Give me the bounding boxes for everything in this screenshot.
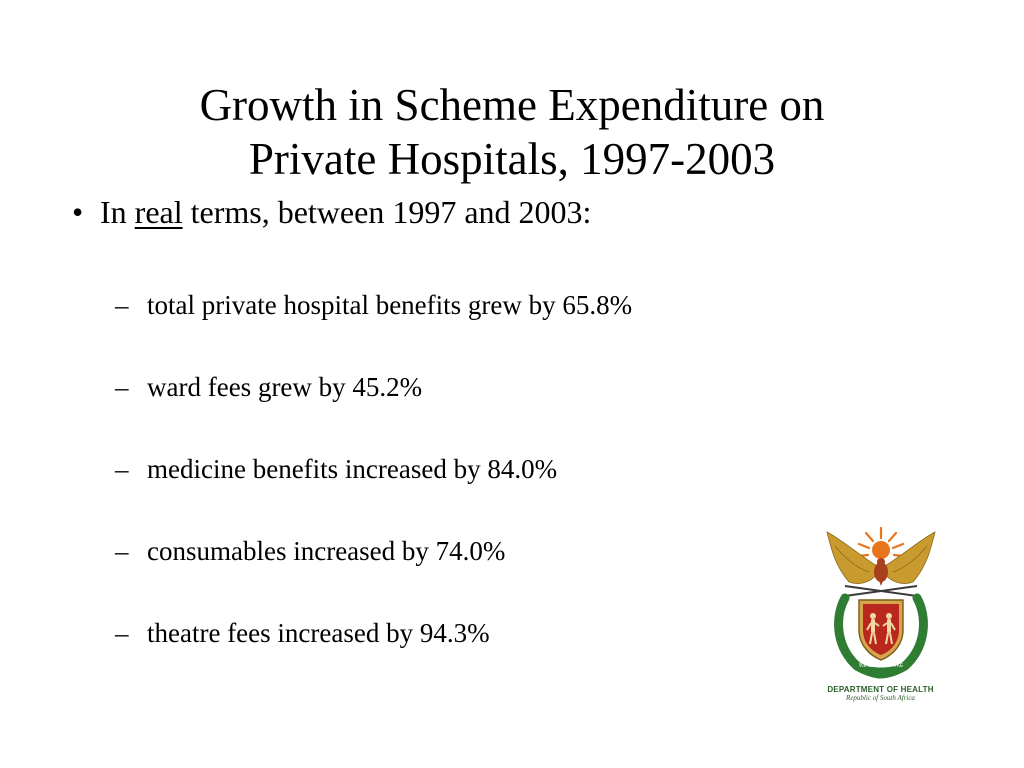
sub-bullet-text: consumables increased by 74.0% [147,536,506,566]
title-line-2: Private Hospitals, 1997-2003 [248,134,776,184]
wings-icon [825,531,936,584]
main-bullet-prefix: In [100,194,135,230]
main-bullet-emphasis: real [134,194,183,230]
slide-title: Growth in Scheme Expenditure on Private … [0,78,1024,186]
shield-icon [857,599,904,661]
department-name: DEPARTMENT OF HEALTH [827,685,934,694]
sub-bullet-item: – theatre fees increased by 94.3% [115,613,632,695]
country-name: Republic of South Africa [846,694,915,702]
dash-marker: – [115,618,129,648]
sub-bullet-text: ward fees grew by 45.2% [147,372,423,402]
dash-marker: – [115,454,129,484]
main-bullet-suffix: terms, between 1997 and 2003: [182,194,592,230]
dash-marker: – [115,536,129,566]
sun-icon [856,526,905,559]
sub-bullet-text: total private hospital benefits grew by … [147,290,633,320]
motto-text: !KE E: /XARRA //KE [858,663,903,669]
dash-marker: – [115,290,129,320]
bullet-marker: • [72,194,84,230]
sub-bullet-item: – ward fees grew by 45.2% [115,367,632,449]
sub-bullet-list: – total private hospital benefits grew by… [115,285,632,695]
sub-bullet-text: medicine benefits increased by 84.0% [147,454,558,484]
sub-bullet-text: theatre fees increased by 94.3% [147,618,490,648]
sub-bullet-item: – consumables increased by 74.0% [115,531,632,613]
motto-banner [846,654,915,674]
bird-icon [873,558,888,586]
sub-bullet-item: – total private hospital benefits grew by… [115,285,632,367]
main-bullet: • In real terms, between 1997 and 2003: [72,192,591,232]
sub-bullet-item: – medicine benefits increased by 84.0% [115,449,632,531]
department-logo: !KE E: /XARRA //KE DEPARTMENT OF HEALTH … [818,526,943,702]
coat-of-arms-icon: !KE E: /XARRA //KE [825,526,936,679]
title-line-1: Growth in Scheme Expenditure on [199,80,825,130]
dash-marker: – [115,372,129,402]
